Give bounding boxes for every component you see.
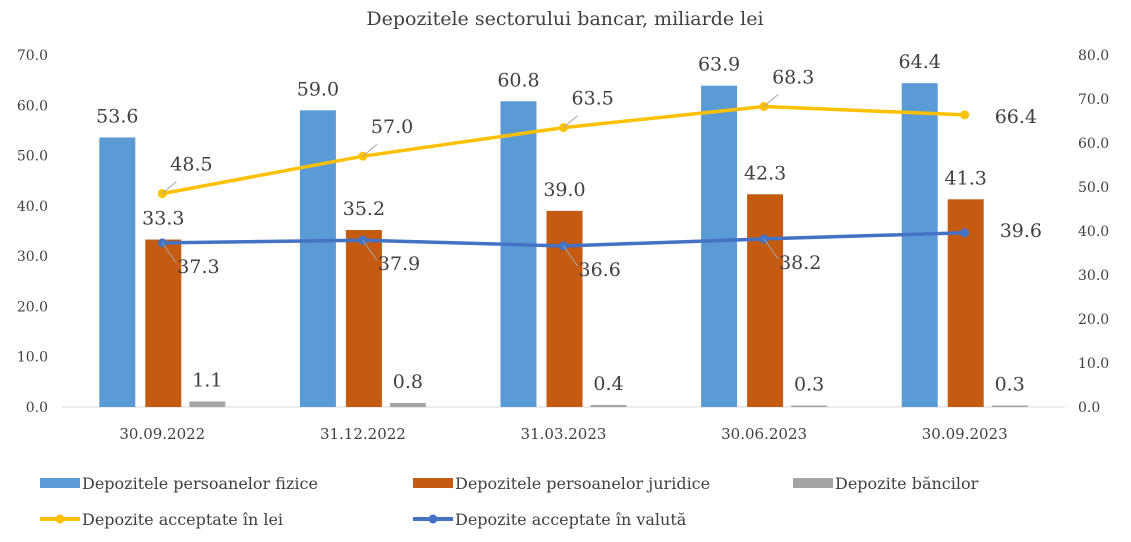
bar-2 <box>747 194 784 407</box>
leader-line <box>763 94 779 107</box>
bar-data-label: 42.3 <box>744 162 786 184</box>
bar-data-label: 60.8 <box>497 69 539 91</box>
category-label: 31.03.2023 <box>521 425 607 443</box>
line-data-label: 37.3 <box>177 256 219 278</box>
line-data-label: 37.9 <box>378 253 420 275</box>
bar-data-label: 0.8 <box>393 371 423 393</box>
bar-1 <box>299 110 336 408</box>
leader-line <box>763 238 779 260</box>
bar-3 <box>590 404 627 407</box>
bar-data-label: 0.4 <box>593 373 623 395</box>
bar-2 <box>546 210 583 407</box>
line-point <box>960 110 970 120</box>
legend-swatch <box>413 478 453 488</box>
left-axis-tick: 70.0 <box>17 48 48 64</box>
left-axis-tick: 30.0 <box>17 249 48 265</box>
legend-swatch <box>793 478 833 488</box>
legend-label: Depozitele persoanelor fizice <box>82 474 318 493</box>
legend-marker <box>428 514 438 524</box>
bar-1 <box>701 85 738 407</box>
legend-swatch <box>40 478 80 488</box>
bar-1 <box>500 101 537 408</box>
line-data-label: 38.2 <box>779 252 821 274</box>
category-label: 30.09.2022 <box>119 425 205 443</box>
line-data-label: 57.0 <box>371 116 413 138</box>
bar-data-label: 64.4 <box>899 51 941 73</box>
legend-marker <box>55 514 65 524</box>
bar-data-label: 53.6 <box>96 105 138 127</box>
bar-2 <box>145 239 182 407</box>
line-data-label: 68.3 <box>772 66 814 88</box>
leader-line <box>563 245 578 267</box>
bar-2 <box>345 229 382 407</box>
line-data-label: 66.4 <box>995 106 1037 128</box>
left-axis-tick: 40.0 <box>17 199 48 215</box>
bar-3 <box>189 401 226 407</box>
leader-line <box>563 115 578 128</box>
line-data-label: 36.6 <box>579 259 621 281</box>
bar-data-label: 39.0 <box>543 179 585 201</box>
right-axis-tick: 10.0 <box>1078 356 1109 372</box>
bar-data-label: 41.3 <box>945 167 987 189</box>
right-axis-tick: 80.0 <box>1078 48 1109 64</box>
left-axis-tick: 60.0 <box>17 98 48 114</box>
bar-data-label: 63.9 <box>698 54 740 76</box>
bar-1 <box>99 137 136 407</box>
legend-label: Depozite băncilor <box>835 474 979 493</box>
left-axis-tick: 0.0 <box>26 400 48 416</box>
right-axis-tick: 0.0 <box>1078 400 1100 416</box>
left-axis-tick: 20.0 <box>17 299 48 315</box>
category-label: 30.09.2023 <box>922 425 1008 443</box>
bar-3 <box>991 405 1028 407</box>
right-axis-tick: 60.0 <box>1078 136 1109 152</box>
category-label: 31.12.2022 <box>320 425 406 443</box>
right-axis-tick: 40.0 <box>1078 224 1109 240</box>
line-point <box>960 228 970 238</box>
category-label: 30.06.2023 <box>721 425 807 443</box>
bar-data-label: 0.3 <box>995 373 1025 395</box>
right-axis-tick: 70.0 <box>1078 92 1109 108</box>
bar-1 <box>901 83 938 407</box>
line-data-label: 48.5 <box>170 154 212 176</box>
leader-line <box>161 181 177 194</box>
bar-data-label: 33.3 <box>142 208 184 230</box>
line-data-label: 63.5 <box>572 88 614 110</box>
bar-data-label: 35.2 <box>343 198 385 220</box>
legend-label: Depozite acceptate în valută <box>455 510 687 529</box>
leader-line <box>362 143 378 157</box>
right-axis-tick: 20.0 <box>1078 312 1109 328</box>
bar-data-label: 0.3 <box>794 373 824 395</box>
legend-label: Depozite acceptate în lei <box>82 510 283 529</box>
right-axis-tick: 30.0 <box>1078 268 1109 284</box>
bar-data-label: 59.0 <box>297 78 339 100</box>
leader-line <box>362 239 378 261</box>
chart-title: Depozitele sectorului bancar, miliarde l… <box>366 8 763 30</box>
bar-3 <box>791 405 828 407</box>
bar-3 <box>389 402 426 407</box>
right-axis-tick: 50.0 <box>1078 180 1109 196</box>
left-axis-tick: 50.0 <box>17 149 48 165</box>
line-data-label: 39.6 <box>1000 220 1042 242</box>
leader-line <box>161 242 177 264</box>
left-axis-tick: 10.0 <box>17 350 48 366</box>
bar-data-label: 1.1 <box>192 369 222 391</box>
legend-label: Depozitele persoanelor juridice <box>455 474 710 493</box>
